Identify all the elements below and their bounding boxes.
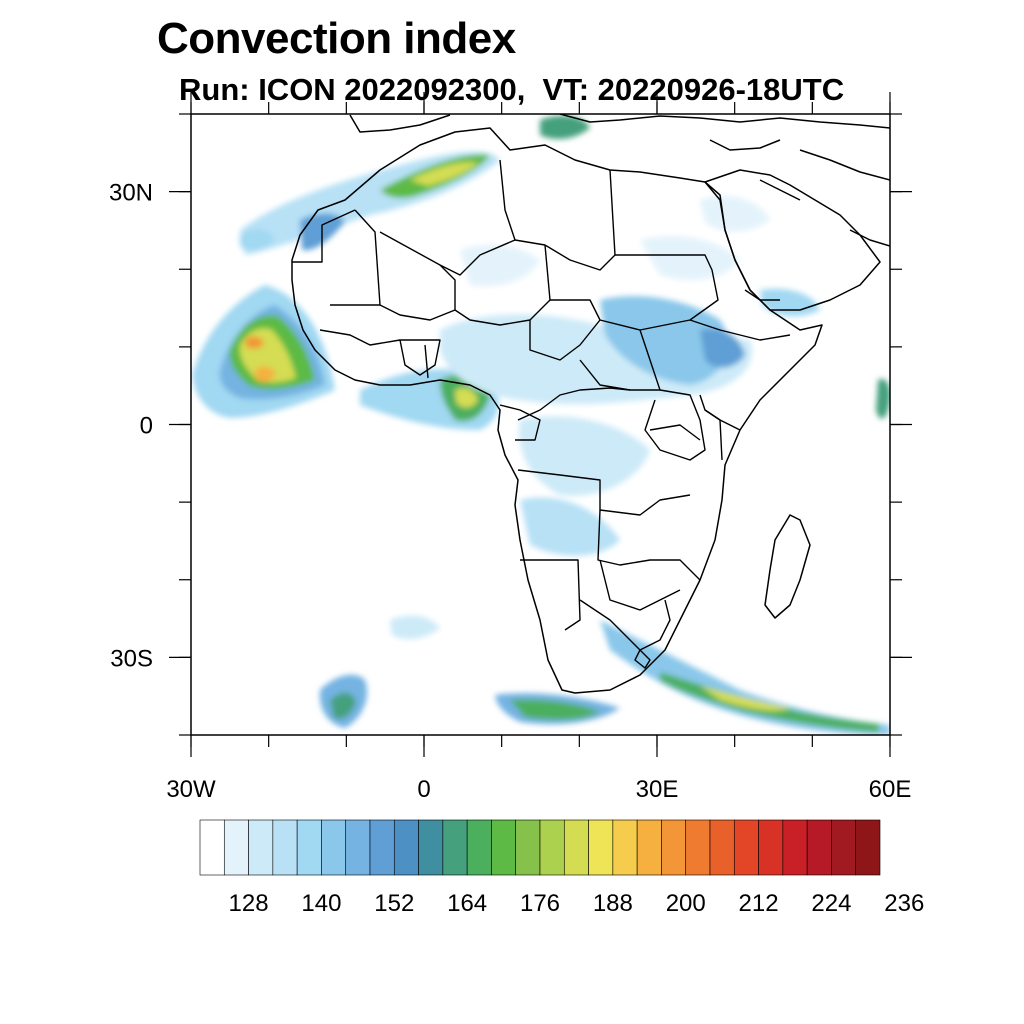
colorbar-swatch — [296, 819, 322, 876]
lon-tick-label: 0 — [417, 776, 430, 803]
colorbar-swatch — [539, 819, 565, 876]
colorbar-label: 176 — [520, 890, 560, 917]
lon-tick-label: 30E — [636, 776, 679, 803]
colorbar-label: 200 — [666, 890, 706, 917]
tick-labels: 30W 0 30E 60E 30N 0 30S — [109, 180, 911, 803]
lat-tick-label: 30S — [110, 645, 153, 672]
convection-field — [192, 115, 890, 735]
colorbar-swatch — [223, 819, 249, 876]
colorbar-label: 140 — [301, 890, 341, 917]
colorbar — [199, 819, 881, 876]
colorbar-swatch — [855, 819, 881, 876]
colorbar-swatch — [491, 819, 517, 876]
colorbar-swatch — [831, 819, 857, 876]
colorbar-swatch — [709, 819, 735, 876]
country-borders — [292, 159, 801, 669]
lon-tick-label: 60E — [869, 776, 912, 803]
colorbar-label: 236 — [884, 890, 924, 917]
colorbar-label: 224 — [811, 890, 851, 917]
colorbar-labels: 128 140 152 164 176 188 200 212 224 236 — [229, 890, 925, 917]
colorbar-swatch — [636, 819, 662, 876]
colorbar-swatch — [466, 819, 492, 876]
colorbar-swatch — [393, 819, 419, 876]
tick-marks — [169, 92, 912, 757]
colorbar-swatch — [272, 819, 298, 876]
colorbar-swatch — [588, 819, 614, 876]
map-title: Convection index — [157, 14, 516, 63]
colorbar-swatch — [806, 819, 832, 876]
colorbar-swatch — [563, 819, 589, 876]
colorbar-swatch — [442, 819, 468, 876]
colorbar-swatch — [758, 819, 784, 876]
coastlines — [291, 114, 890, 694]
colorbar-swatch — [733, 819, 759, 876]
map-subtitle: Run: ICON 2022092300, VT: 20220926-18UTC — [179, 72, 845, 107]
colorbar-swatch — [612, 819, 638, 876]
lat-tick-label: 0 — [140, 413, 153, 440]
colorbar-swatch — [345, 819, 371, 876]
colorbar-swatch — [199, 819, 225, 876]
colorbar-swatch — [661, 819, 687, 876]
colorbar-swatch — [418, 819, 444, 876]
colorbar-swatch — [685, 819, 711, 876]
colorbar-label: 128 — [229, 890, 269, 917]
colorbar-swatch — [369, 819, 395, 876]
colorbar-label: 188 — [593, 890, 633, 917]
lon-tick-label: 30W — [166, 776, 216, 803]
colorbar-label: 212 — [739, 890, 779, 917]
colorbar-swatch — [515, 819, 541, 876]
colorbar-swatch — [248, 819, 274, 876]
lat-tick-label: 30N — [109, 180, 153, 207]
colorbar-swatch — [321, 819, 347, 876]
colorbar-swatch — [782, 819, 808, 876]
colorbar-label: 152 — [374, 890, 414, 917]
colorbar-label: 164 — [447, 890, 487, 917]
